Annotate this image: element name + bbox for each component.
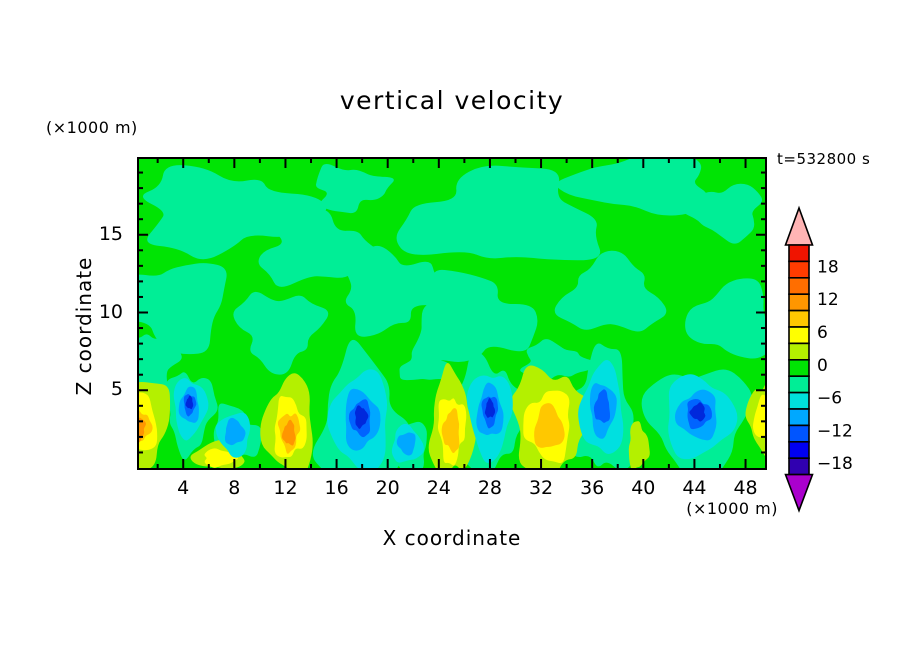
x-tick-label: 8	[228, 477, 241, 499]
weak-negative-patch	[137, 263, 227, 355]
weak-negative-patch	[682, 183, 763, 244]
downdraft-contour	[593, 389, 611, 423]
x-tick-label: 20	[375, 477, 400, 499]
weak-negative-patch	[411, 269, 538, 363]
x-tick-label: 48	[733, 477, 758, 499]
updraft-contour	[628, 421, 650, 470]
z-tick-label: 10	[98, 300, 123, 323]
colorbar-cell	[788, 359, 810, 378]
colorbar-under-arrow	[784, 473, 814, 513]
colorbar-cell	[788, 441, 810, 460]
weak-negative-patch	[554, 250, 667, 332]
plot-border	[137, 157, 767, 470]
colorbar-cell	[788, 375, 810, 394]
colorbar-tick-label: −18	[817, 454, 853, 474]
updraft-contour	[441, 408, 460, 454]
x-axis-title: X coordinate	[382, 526, 522, 550]
x-tick-label: 32	[528, 477, 554, 499]
colorbar-over-arrow	[784, 205, 814, 246]
weak-negative-patch	[399, 348, 455, 381]
x-tick-label: 40	[631, 477, 656, 499]
colorbar-cell	[788, 293, 810, 312]
downdraft-contour	[689, 402, 706, 422]
colorbar-cell	[788, 260, 810, 279]
colorbar-tick-label: −6	[817, 389, 842, 409]
contour-field	[137, 157, 767, 470]
weak-negative-patch	[137, 334, 182, 394]
z-axis-units-label: (×1000 m)	[46, 118, 138, 137]
x-tick-label: 44	[682, 477, 707, 499]
colorbar: 18 12 6 0 −6 −12 −18	[784, 205, 853, 513]
downdraft-contour	[484, 398, 496, 418]
downdraft-contour	[396, 432, 416, 456]
z-tick-label: 5	[110, 378, 123, 401]
updraft-contour	[281, 419, 296, 446]
colorbar-tick-label: 0	[817, 356, 828, 376]
contour-layers	[137, 157, 767, 470]
downdraft-contour	[354, 405, 369, 429]
x-tick-label: 16	[324, 477, 349, 499]
colorbar-cell	[788, 326, 810, 345]
x-tick-label: 4	[177, 477, 190, 499]
x-axis-units-label: (×1000 m)	[686, 499, 778, 518]
colorbar-cell	[788, 424, 810, 443]
colorbar-cell	[788, 277, 810, 296]
downdraft-contour	[185, 395, 194, 410]
colorbar-cell	[788, 342, 810, 361]
colorbar-cell	[788, 244, 810, 263]
plot-area	[137, 157, 767, 470]
updraft-contour	[534, 403, 565, 448]
x-tick-label: 36	[580, 477, 605, 499]
z-axis-title: Z coordinate	[72, 256, 96, 396]
weak-negative-patch	[685, 278, 767, 359]
colorbar-tick-label: 18	[817, 257, 839, 277]
colorbar-tick-label: 12	[817, 290, 839, 310]
x-tick-label: 12	[273, 477, 298, 499]
weak-negative-patch	[315, 163, 394, 214]
time-stamp-label: t=532800 s	[777, 150, 871, 168]
weak-negative-patch	[396, 165, 601, 261]
weak-negative-patch	[340, 245, 447, 337]
z-tick-label: 15	[98, 222, 123, 245]
colorbar-tick-label: 6	[817, 323, 828, 343]
chart-title: vertical velocity	[339, 86, 565, 115]
x-tick-label: 24	[426, 477, 451, 499]
x-tick-label: 28	[477, 477, 503, 499]
colorbar-cell	[788, 408, 810, 427]
weak-negative-patch	[233, 291, 329, 375]
downdraft-contour	[224, 417, 246, 446]
weak-negative-patch	[556, 157, 708, 216]
colorbar-cell	[788, 457, 810, 476]
colorbar-cell	[788, 391, 810, 410]
colorbar-tick-label: −12	[817, 421, 853, 441]
colorbar-cell	[788, 309, 810, 328]
